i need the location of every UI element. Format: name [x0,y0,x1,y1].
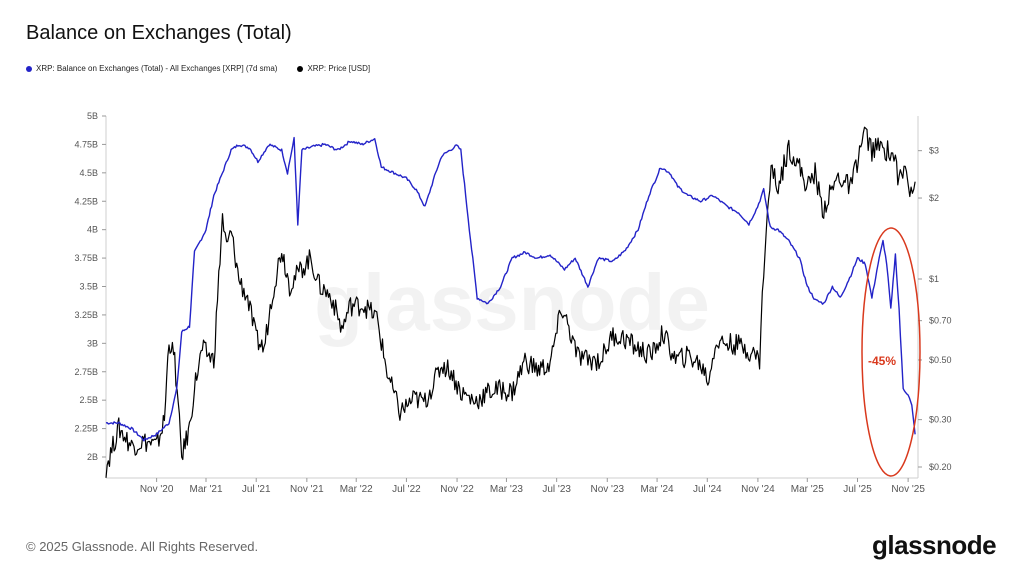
x-tick-label: Jul '24 [693,484,722,495]
x-tick-label: Mar '21 [189,484,222,495]
x-tick-label: Mar '24 [641,484,674,495]
y-left-tick-label: 4B [87,225,98,235]
y-axis-left: 5B 4.75B 4.5B 4.25B 4B 3.75B 3.5B 3.25B 3B 2.75B 2… [74,111,107,478]
price-line [105,126,916,478]
y-left-tick-label: 4.75B [74,139,98,149]
x-tick-label: Nov '24 [741,484,775,495]
legend-label-price: XRP: Price [USD] [307,64,371,73]
y-right-tick-label: $0.50 [929,355,952,365]
x-tick-label: Mar '23 [490,484,523,495]
legend-label-balance: XRP: Balance on Exchanges (Total) - All … [36,64,278,73]
y-left-tick-label: 3.75B [74,253,98,263]
y-left-tick-label: 4.5B [79,168,98,178]
legend-item-price[interactable]: XRP: Price [USD] [297,64,370,73]
y-left-tick-label: 2B [87,452,98,462]
y-right-tick-label: $0.70 [929,316,952,326]
copyright: © 2025 Glassnode. All Rights Reserved. [26,539,259,554]
legend-dot-price-icon [297,65,304,72]
x-tick-label: Nov '25 [891,484,925,495]
page-title: Balance on Exchanges (Total) [26,22,292,44]
y-left-tick-label: 3.25B [74,310,98,320]
annotation: -45% [861,227,921,477]
y-left-tick-label: 2.5B [79,395,98,405]
x-tick-label: Nov '23 [590,484,624,495]
y-left-tick-label: 4.25B [74,196,98,206]
y-right-tick-label: $0.30 [929,415,952,425]
legend-item-balance[interactable]: XRP: Balance on Exchanges (Total) - All … [26,64,277,73]
y-axis-right: $3 $2 $1 $0.70 $0.50 $0.30 $0.20 [917,116,952,478]
series-lines [105,126,916,478]
y-left-tick-label: 2.25B [74,424,98,434]
balance-line [105,136,916,442]
x-axis: Nov '20 Mar '21 Jul '21 Nov '21 Mar '22 Jul '… [106,477,925,495]
x-tick-label: Nov '21 [290,484,324,495]
x-tick-label: Mar '22 [340,484,373,495]
y-right-tick-label: $3 [929,146,939,156]
watermark: glassnode [314,258,710,347]
x-tick-label: Nov '22 [440,484,474,495]
legend-dot-balance-icon [26,65,32,72]
annotation-ellipse [861,227,921,477]
x-tick-label: Jul '23 [542,484,571,495]
x-tick-label: Jul '22 [392,484,421,495]
x-tick-label: Mar '25 [791,484,824,495]
x-tick-label: Jul '25 [843,484,872,495]
y-left-tick-label: 2.75B [74,367,98,377]
brand-logo[interactable]: glassnode [872,530,997,560]
y-left-tick-label: 3B [87,338,98,348]
y-right-tick-label: $0.20 [929,462,952,472]
y-right-tick-label: $2 [929,193,939,203]
y-left-tick-label: 3.5B [79,282,98,292]
x-tick-label: Nov '20 [140,484,174,495]
y-left-tick-label: 5B [87,111,98,121]
x-tick-label: Jul '21 [242,484,271,495]
y-right-tick-label: $1 [929,274,939,284]
legend: XRP: Balance on Exchanges (Total) - All … [26,64,370,73]
annotation-label: -45% [868,354,896,368]
